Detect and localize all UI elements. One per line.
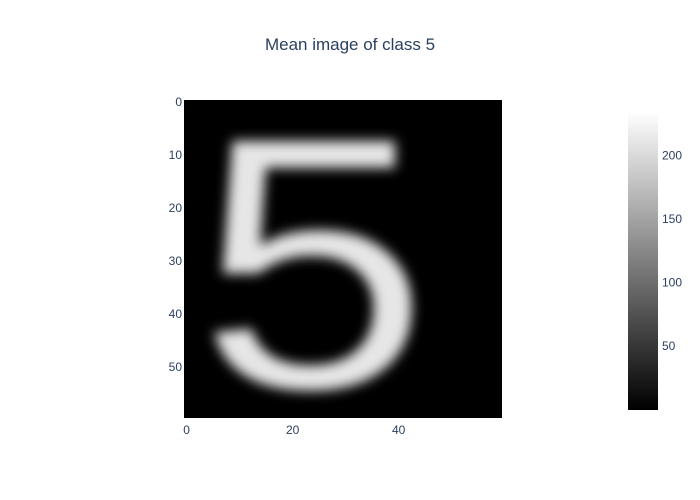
chart-title: Mean image of class 5: [265, 35, 435, 54]
y-tick-label: 50: [169, 360, 183, 374]
x-tick-label: 40: [392, 423, 406, 437]
y-tick-label: 30: [169, 254, 183, 268]
colorbar-tick-label: 50: [662, 339, 676, 353]
x-tick-label: 0: [183, 423, 190, 437]
colorbar-tick-label: 200: [662, 149, 682, 163]
x-axis: 0 20 40: [183, 423, 405, 437]
y-axis: 0 10 20 30 40 50: [169, 95, 183, 374]
x-tick-label: 20: [286, 423, 300, 437]
heatmap-glyph-layer: 5: [198, 64, 429, 464]
colorbar-tick-label: 150: [662, 212, 682, 226]
y-tick-label: 0: [175, 95, 182, 109]
y-tick-label: 10: [169, 148, 183, 162]
mean-digit-glyph: 5: [198, 64, 429, 464]
colorbar-ticks: 50 100 150 200: [662, 149, 682, 353]
colorbar-tick-label: 100: [662, 275, 682, 289]
y-tick-label: 20: [169, 201, 183, 215]
colorbar-gradient: [628, 112, 658, 410]
colorbar: 50 100 150 200: [628, 112, 682, 410]
heatmap: 5: [184, 64, 502, 464]
y-tick-label: 40: [169, 307, 183, 321]
heatmap-background: [184, 100, 502, 418]
